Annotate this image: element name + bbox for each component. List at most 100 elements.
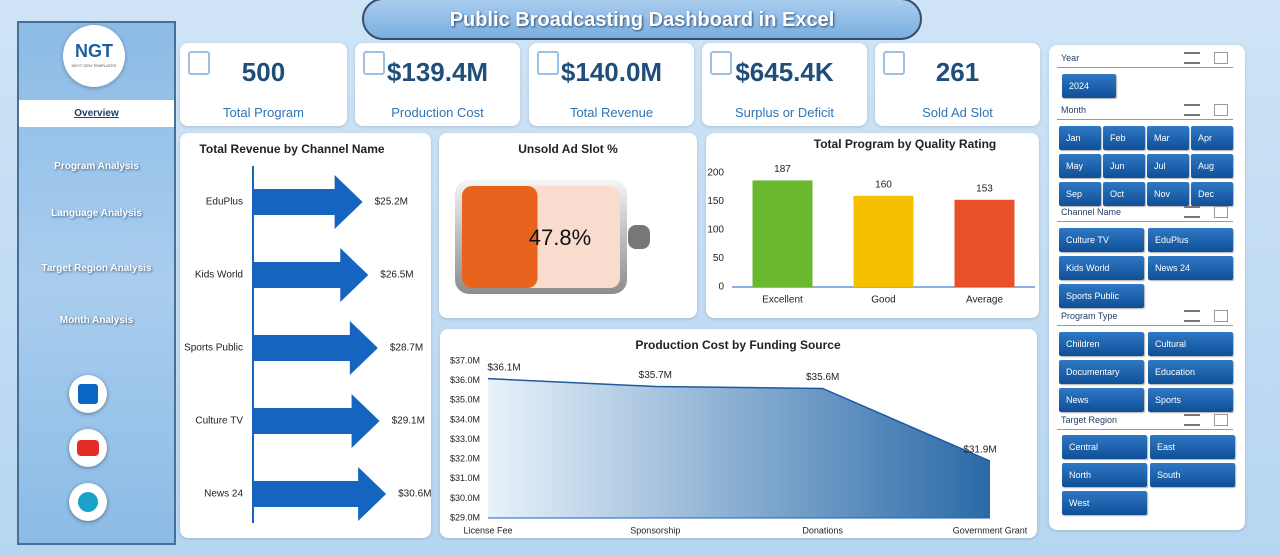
clear-filter-button[interactable] (1214, 104, 1228, 116)
slicer-item[interactable]: Children (1059, 332, 1144, 356)
y-tick-label: $32.0M (450, 454, 480, 464)
data-label: $28.7M (390, 343, 423, 354)
multi-select-button[interactable] (1184, 52, 1200, 64)
chart-title: Total Program by Quality Rating (814, 137, 996, 151)
web-button[interactable] (69, 483, 107, 521)
nav-item[interactable]: Target Region Analysis (41, 263, 152, 274)
y-tick-label: $35.0M (450, 395, 480, 405)
slicer-title: Channel Name (1061, 207, 1122, 217)
kpi-value: $645.4K (735, 57, 834, 87)
linkedin-button[interactable] (69, 375, 107, 413)
multi-select-button[interactable] (1184, 310, 1200, 322)
bar (752, 180, 813, 287)
kpi-label: Total Revenue (569, 105, 654, 120)
slicer-item[interactable]: Documentary (1059, 360, 1144, 384)
x-tick-label: Excellent (762, 295, 803, 306)
slicer-item[interactable]: Cultural (1148, 332, 1233, 356)
slicer-item[interactable]: East (1150, 435, 1235, 459)
logo-tagline: NEXT GEN TEMPLATES (71, 63, 117, 68)
y-tick-label: Kids World (195, 270, 243, 281)
slicer-item[interactable]: North (1062, 463, 1147, 487)
slicer-item[interactable]: Sports Public (1059, 284, 1144, 308)
area-shading (488, 378, 990, 518)
kpi-label: Sold Ad Slot (922, 105, 993, 120)
slicer-title: Target Region (1061, 415, 1118, 425)
slicer-item[interactable]: South (1150, 463, 1235, 487)
chart-title: Unsold Ad Slot % (518, 142, 618, 156)
slicer-item[interactable]: Nov (1147, 182, 1189, 206)
slicer-title: Program Type (1061, 311, 1118, 321)
slicer-item[interactable]: Apr (1191, 126, 1233, 150)
kpi-card: 261 Sold Ad Slot (875, 43, 1040, 126)
arrow-bar (253, 394, 380, 448)
kpi-value: $140.0M (560, 57, 663, 87)
y-tick-label: $34.0M (450, 414, 480, 424)
slicer-item[interactable]: Central (1062, 435, 1147, 459)
slicer-item[interactable]: Oct (1103, 182, 1145, 206)
slicer-item[interactable]: Culture TV (1059, 228, 1144, 252)
x-tick-label: Government Grant (953, 525, 1028, 535)
kpi-label: Surplus or Deficit (735, 105, 834, 120)
y-tick-label: $29.0M (450, 512, 480, 522)
nav-item[interactable]: Language Analysis (51, 208, 142, 219)
slicer-divider (1057, 67, 1233, 68)
y-tick-label: News 24 (204, 489, 243, 500)
kpi-card: $139.4M Production Cost (355, 43, 520, 126)
x-tick-label: Donations (802, 525, 843, 535)
arrow-bar (253, 467, 387, 521)
slicer-item[interactable]: News 24 (1148, 256, 1233, 280)
data-label: $31.9M (963, 445, 996, 456)
clear-filter-button[interactable] (1214, 52, 1228, 64)
clear-filter-button[interactable] (1214, 310, 1228, 322)
kpi-value: 261 (935, 57, 980, 87)
data-label: 47.8% (529, 225, 591, 250)
slicer-item[interactable]: May (1059, 154, 1101, 178)
kpi-card: 500 Total Program (180, 43, 347, 126)
kpi-icon (363, 51, 385, 75)
multi-select-button[interactable] (1184, 206, 1200, 218)
data-label: $35.6M (806, 372, 839, 383)
kpi-card: $645.4K Surplus or Deficit (702, 43, 867, 126)
y-tick-label: EduPlus (206, 197, 243, 208)
nav-item[interactable]: Program Analysis (54, 161, 139, 172)
kpi-card: $140.0M Total Revenue (529, 43, 694, 126)
data-label: $29.1M (392, 416, 425, 427)
clear-filter-button[interactable] (1214, 414, 1228, 426)
multi-select-button[interactable] (1184, 414, 1200, 426)
slicer-item[interactable]: Jan (1059, 126, 1101, 150)
multi-select-button[interactable] (1184, 104, 1200, 116)
clear-filter-button[interactable] (1214, 206, 1228, 218)
slicer-item[interactable]: Jun (1103, 154, 1145, 178)
slicer-divider (1057, 221, 1233, 222)
slicer-item[interactable]: Dec (1191, 182, 1233, 206)
slicer-item[interactable]: Mar (1147, 126, 1189, 150)
slicer-item[interactable]: West (1062, 491, 1147, 515)
kpi-value: $139.4M (386, 57, 489, 87)
slicer-item[interactable]: Kids World (1059, 256, 1144, 280)
slicer-item[interactable]: 2024 (1062, 74, 1116, 98)
youtube-button[interactable] (69, 429, 107, 467)
slicer-item[interactable]: Sep (1059, 182, 1101, 206)
nav-item[interactable]: Month Analysis (59, 315, 134, 326)
y-tick-label: 50 (713, 253, 725, 264)
slicer-item[interactable]: Feb (1103, 126, 1145, 150)
slicer-item[interactable]: News (1059, 388, 1144, 412)
kpi-icon (710, 51, 732, 75)
slicer-item[interactable]: Sports (1148, 388, 1233, 412)
bar (954, 199, 1015, 287)
data-label: 153 (976, 183, 993, 194)
slicer-item[interactable]: EduPlus (1148, 228, 1233, 252)
nav-item[interactable]: Overview (19, 100, 174, 127)
youtube-icon (77, 440, 99, 456)
x-tick-label: Good (871, 295, 895, 306)
slicer-item[interactable]: Education (1148, 360, 1233, 384)
y-tick-label: $30.0M (450, 493, 480, 503)
arrow-bar (253, 248, 369, 302)
slicer-item[interactable]: Aug (1191, 154, 1233, 178)
data-label: $25.2M (375, 197, 408, 208)
slicer-divider (1057, 429, 1233, 430)
slicer-item[interactable]: Jul (1147, 154, 1189, 178)
slicer-divider (1057, 119, 1233, 120)
